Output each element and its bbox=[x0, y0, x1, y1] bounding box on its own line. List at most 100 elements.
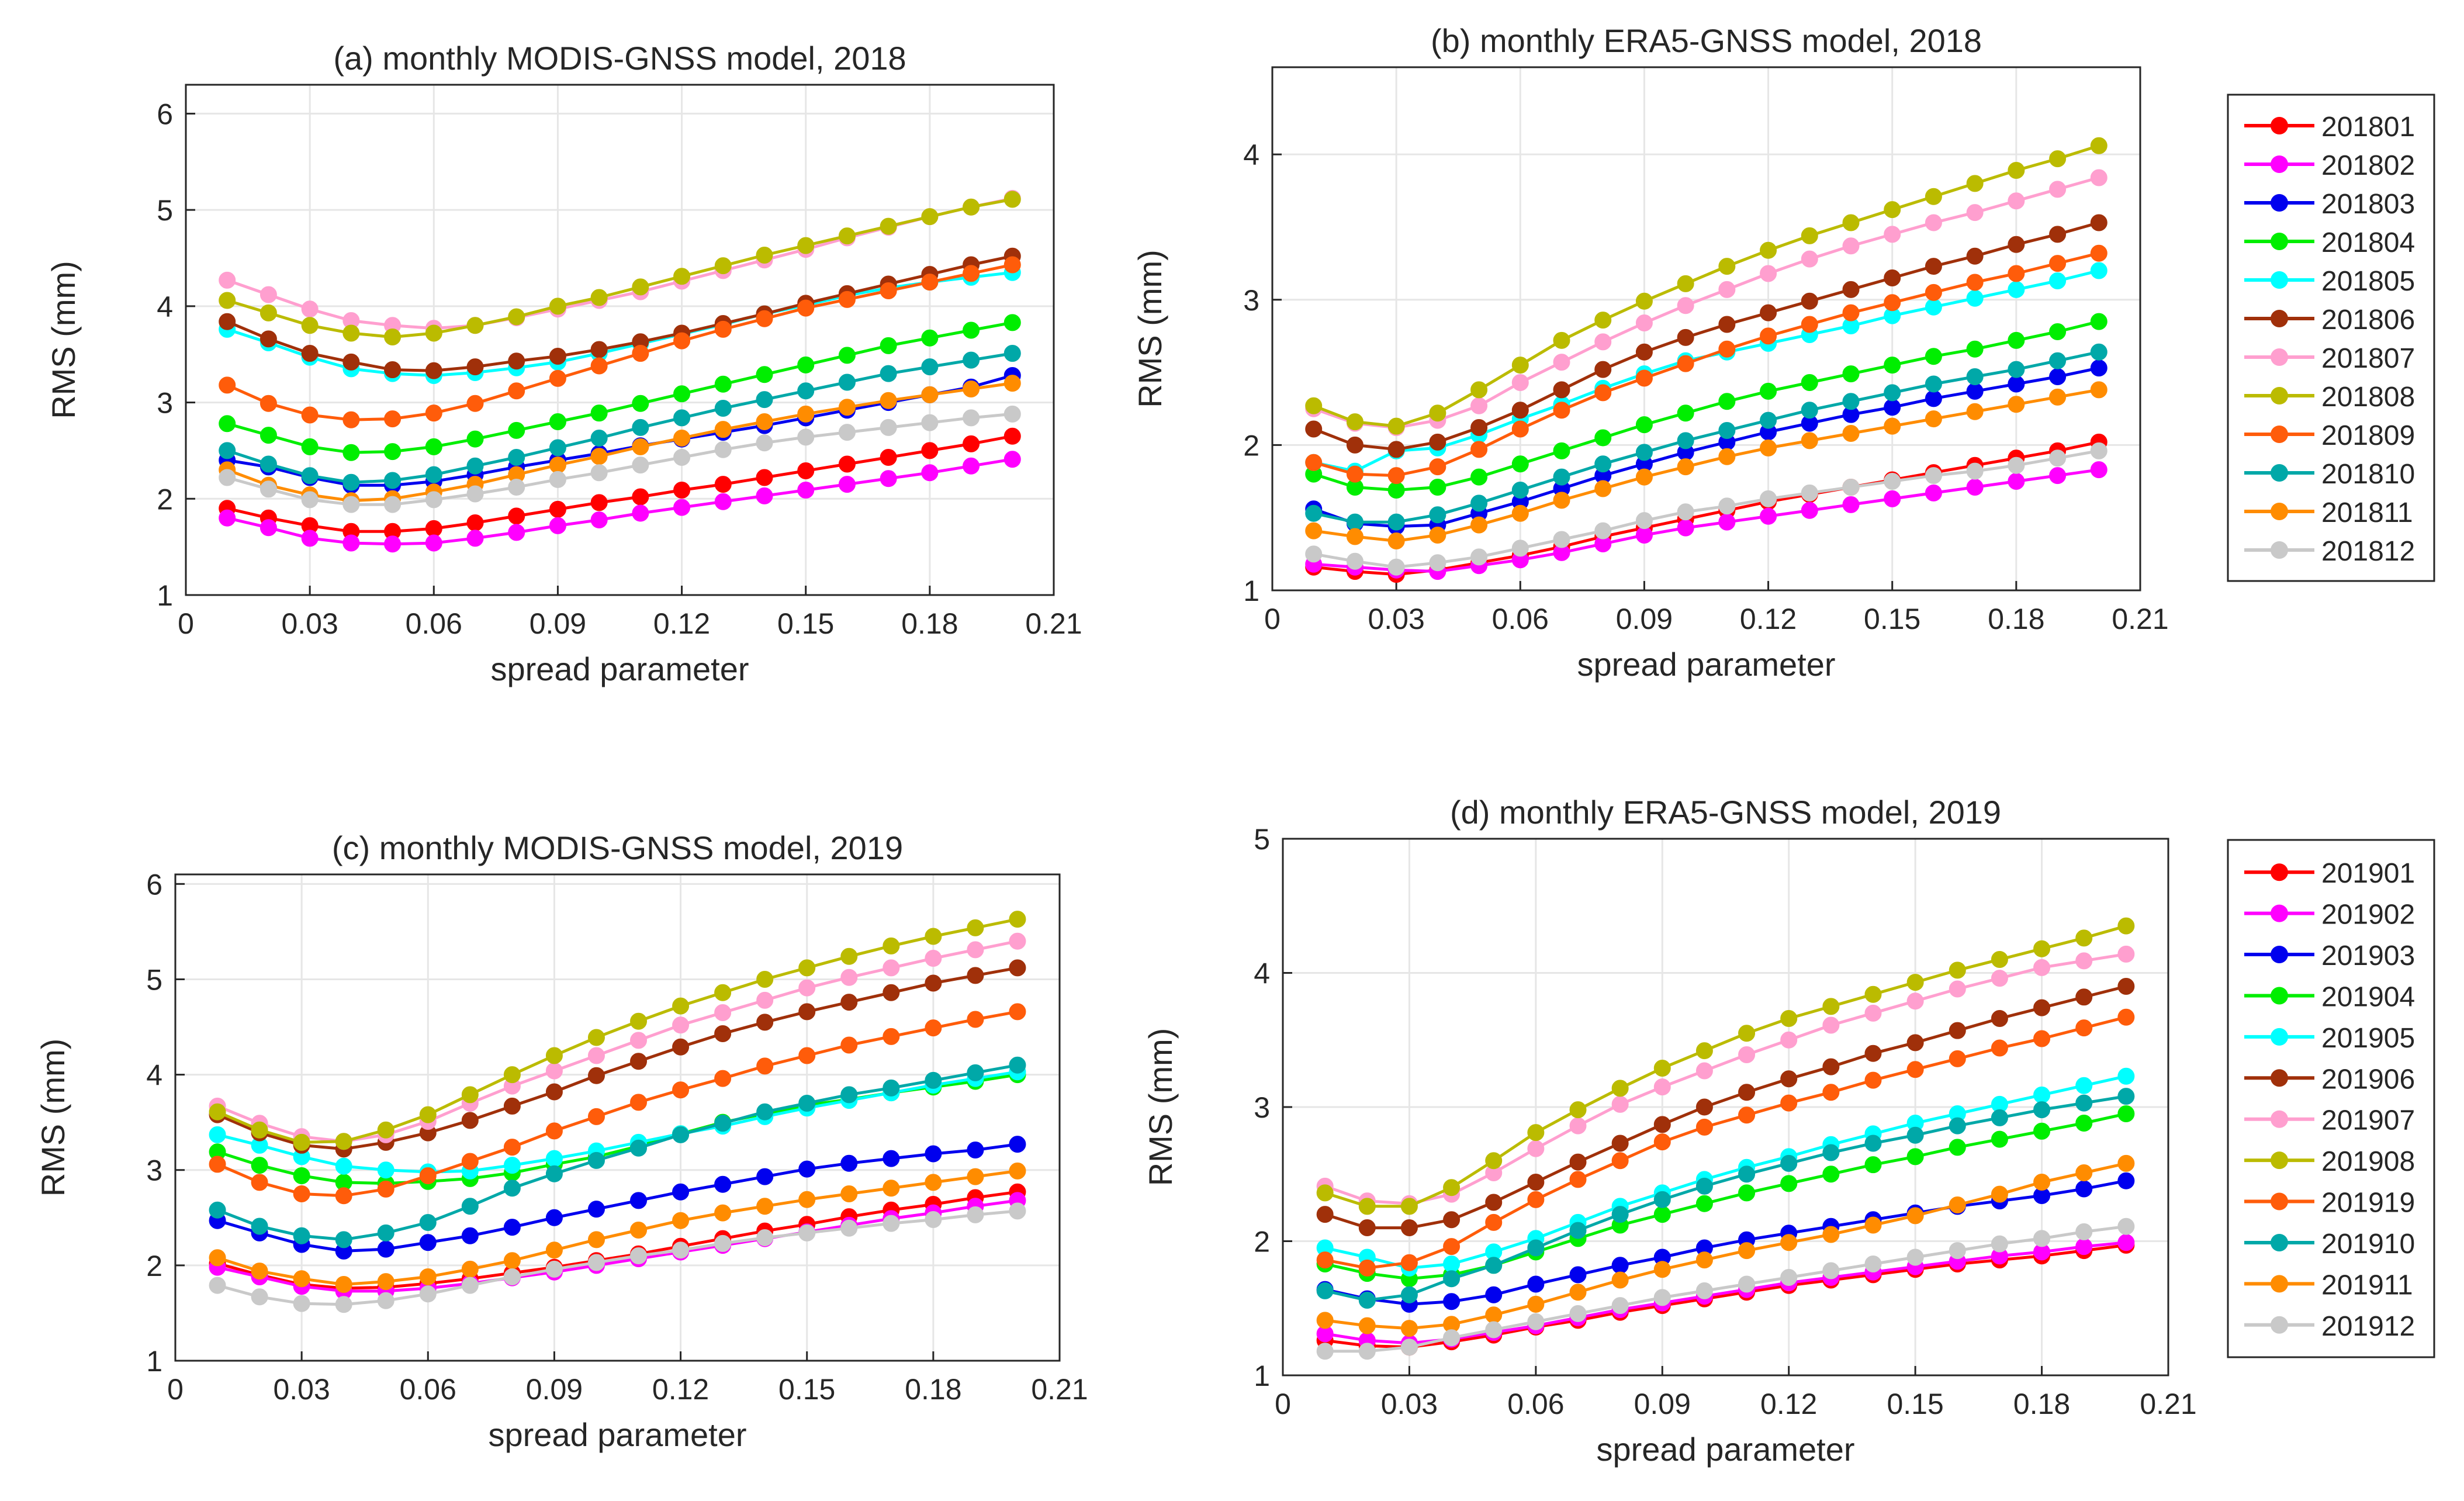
data-point bbox=[1443, 1256, 1461, 1273]
data-point bbox=[545, 1241, 563, 1259]
data-point bbox=[1906, 1034, 1924, 1052]
data-point bbox=[883, 1180, 900, 1197]
data-point bbox=[921, 464, 939, 482]
data-point bbox=[1760, 241, 1777, 259]
data-point bbox=[1677, 297, 1694, 314]
data-point bbox=[587, 1231, 605, 1248]
data-point bbox=[1443, 1293, 1461, 1310]
data-point bbox=[209, 1249, 226, 1267]
data-point bbox=[1842, 281, 1860, 298]
data-point bbox=[840, 1219, 858, 1237]
data-point bbox=[838, 227, 856, 245]
data-point bbox=[2090, 359, 2107, 377]
data-point bbox=[293, 1295, 310, 1312]
data-point bbox=[1842, 425, 1860, 442]
data-point bbox=[672, 997, 690, 1015]
data-point bbox=[1305, 454, 1323, 471]
data-point bbox=[2090, 214, 2107, 231]
legend-item: 201919 bbox=[2244, 1188, 2415, 1219]
data-point bbox=[797, 405, 815, 423]
data-point bbox=[1511, 539, 1529, 557]
y-tick-label: 6 bbox=[146, 868, 162, 901]
data-point bbox=[756, 434, 773, 452]
data-point bbox=[1991, 1109, 2008, 1126]
data-point bbox=[1864, 1004, 1882, 1022]
y-tick-label: 2 bbox=[1243, 429, 1259, 462]
data-point bbox=[419, 1234, 437, 1251]
data-point bbox=[632, 438, 649, 455]
y-tick-label: 3 bbox=[157, 387, 173, 420]
data-point bbox=[672, 1038, 690, 1056]
data-point bbox=[301, 317, 319, 334]
data-point bbox=[377, 1121, 394, 1139]
data-point bbox=[1738, 1106, 1756, 1124]
data-point bbox=[921, 274, 939, 291]
legend-item: 201910 bbox=[2244, 1229, 2415, 1260]
data-point bbox=[508, 448, 525, 466]
legend-marker bbox=[2271, 1316, 2288, 1334]
data-point bbox=[1003, 191, 1021, 208]
data-point bbox=[1884, 269, 1901, 286]
data-point bbox=[590, 430, 608, 447]
data-point bbox=[1718, 258, 1736, 275]
data-point bbox=[1925, 214, 1942, 231]
data-point bbox=[840, 1086, 858, 1104]
data-point bbox=[342, 473, 360, 491]
data-point bbox=[587, 1047, 605, 1064]
data-point bbox=[1991, 1130, 2008, 1148]
data-point bbox=[1553, 354, 1570, 371]
data-point bbox=[503, 1180, 521, 1197]
y-tick-label: 3 bbox=[1254, 1091, 1270, 1124]
data-point bbox=[1884, 226, 1901, 243]
legend-label: 201903 bbox=[2321, 940, 2415, 971]
x-tick-label: 0.18 bbox=[1988, 603, 2044, 635]
series-layer bbox=[1316, 917, 2135, 1360]
data-point bbox=[2090, 461, 2107, 479]
data-point bbox=[798, 959, 816, 977]
data-point bbox=[2075, 1180, 2093, 1198]
data-point bbox=[632, 419, 649, 436]
data-point bbox=[714, 1204, 732, 1222]
data-point bbox=[963, 321, 980, 339]
data-point bbox=[2117, 1218, 2135, 1235]
x-tick-label: 0.03 bbox=[273, 1373, 330, 1406]
data-point bbox=[1718, 497, 1736, 515]
data-point bbox=[1511, 357, 1529, 374]
data-point bbox=[590, 404, 608, 422]
data-point bbox=[1400, 1339, 1418, 1356]
data-point bbox=[1760, 439, 1777, 456]
data-point bbox=[2008, 456, 2025, 474]
data-point bbox=[1966, 403, 1984, 420]
data-point bbox=[1569, 1266, 1587, 1284]
y-axis-label: RMS (mm) bbox=[45, 261, 82, 419]
data-point bbox=[1305, 522, 1323, 539]
series-201910 bbox=[1316, 1088, 2135, 1309]
data-point bbox=[1429, 554, 1446, 572]
x-tick-label: 0.03 bbox=[281, 607, 338, 640]
data-point bbox=[1760, 490, 1777, 507]
data-point bbox=[2049, 449, 2067, 467]
data-point bbox=[1906, 1248, 1924, 1266]
data-point bbox=[259, 304, 277, 321]
data-point bbox=[251, 1218, 268, 1235]
data-point bbox=[1695, 1062, 1713, 1080]
data-point bbox=[2033, 999, 2051, 1016]
legend-item: 201811 bbox=[2244, 497, 2413, 528]
data-point bbox=[714, 441, 732, 458]
data-point bbox=[1553, 381, 1570, 399]
legend-item: 201903 bbox=[2244, 940, 2415, 971]
data-point bbox=[1949, 1117, 1966, 1135]
data-point bbox=[1553, 442, 1570, 459]
legend-item: 201806 bbox=[2244, 305, 2415, 336]
data-point bbox=[1009, 1202, 1026, 1220]
data-point bbox=[1527, 1174, 1545, 1191]
data-point bbox=[1949, 1022, 1966, 1039]
data-point bbox=[1906, 1061, 1924, 1078]
data-point bbox=[1966, 204, 1984, 222]
data-point bbox=[549, 500, 566, 518]
legend-item: 201904 bbox=[2244, 981, 2415, 1012]
data-point bbox=[921, 414, 939, 431]
data-point bbox=[797, 481, 815, 499]
data-point bbox=[1527, 1191, 1545, 1208]
data-point bbox=[301, 345, 319, 362]
